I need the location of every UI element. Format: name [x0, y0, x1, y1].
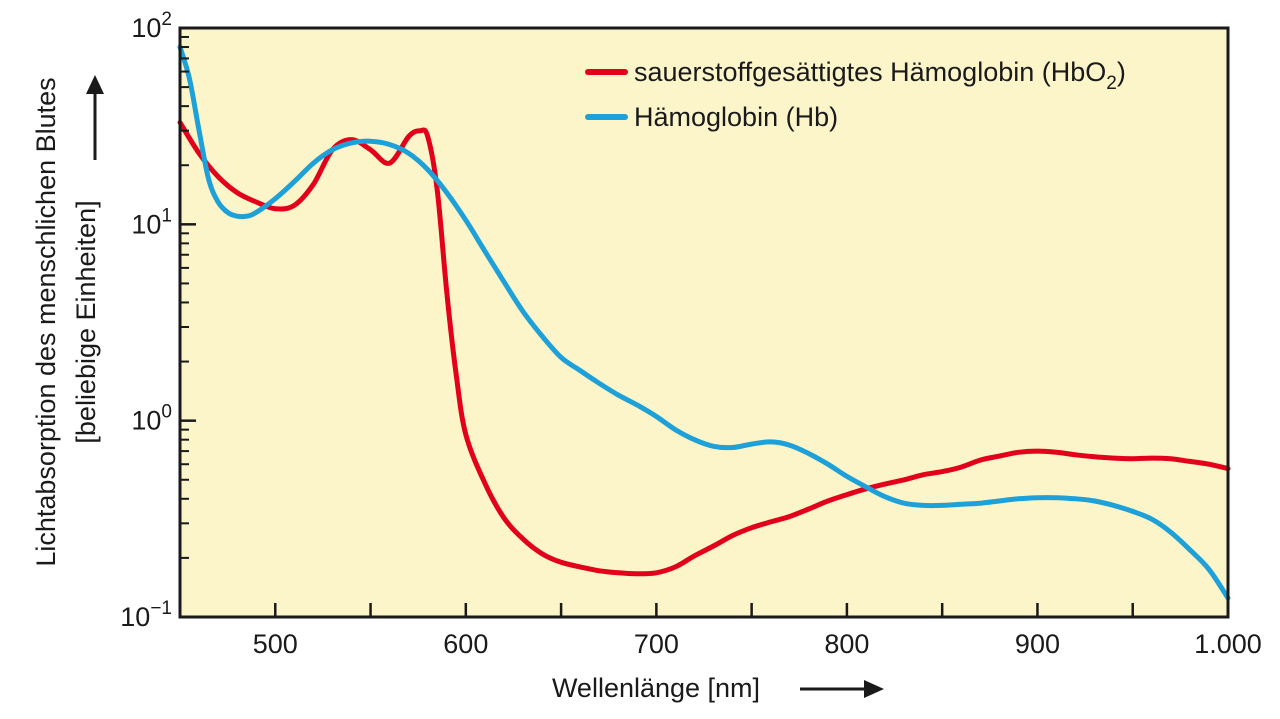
x-tick-label: 600: [443, 629, 488, 659]
legend: sauerstoffgesättigtes Hämoglobin (HbO2) H…: [585, 57, 1126, 132]
x-tick-label: 700: [634, 629, 679, 659]
legend-label-hb: Hämoglobin (Hb): [634, 102, 838, 132]
x-tick-label: 1.000: [1194, 629, 1262, 659]
y-axis-subtitle: [beliebige Einheiten]: [71, 200, 101, 443]
y-axis-title: Lichtabsorption des menschlichen Blutes: [31, 77, 61, 566]
y-axis-title-group: Lichtabsorption des menschlichen Blutes …: [31, 75, 104, 567]
x-tick-label: 800: [824, 629, 869, 659]
plot-frame: [178, 26, 1230, 619]
x-tick-label: 500: [253, 629, 298, 659]
x-tick-label: 900: [1015, 629, 1060, 659]
series-line-hbo2: [177, 120, 1231, 577]
y-tick-label: 10−1: [120, 598, 172, 632]
y-tick-label: 100: [131, 402, 172, 436]
plot-area: [180, 28, 1228, 617]
legend-label-hbo2: sauerstoffgesättigtes Hämoglobin (HbO2): [634, 57, 1126, 94]
y-tick-label: 101: [131, 205, 172, 239]
x-axis-title: Wellenlänge [nm]: [552, 673, 760, 703]
y-tick-label: 102: [131, 9, 172, 43]
series-line-hb: [177, 44, 1231, 601]
x-axis-arrowhead-icon: [864, 680, 884, 698]
ticks-layer: 500 600 700 800 900 1.000 10−1 100 101 102: [120, 9, 1262, 659]
y-axis-arrowhead-icon: [86, 75, 104, 94]
series-layer: [177, 44, 1231, 601]
